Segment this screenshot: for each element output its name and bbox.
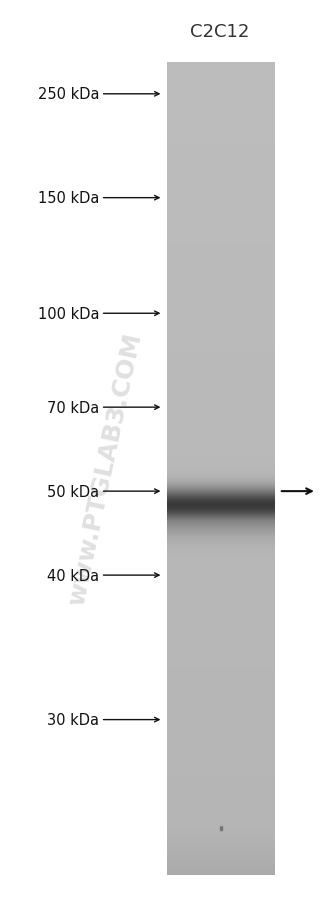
Text: 150 kDa: 150 kDa [38,191,99,206]
Text: www.PTGLAB3.COM: www.PTGLAB3.COM [65,330,146,608]
Text: 100 kDa: 100 kDa [38,307,99,321]
Text: 30 kDa: 30 kDa [47,713,99,727]
Text: 250 kDa: 250 kDa [38,87,99,102]
Text: 50 kDa: 50 kDa [47,484,99,499]
Text: 40 kDa: 40 kDa [47,568,99,583]
Text: C2C12: C2C12 [190,23,249,41]
Text: 70 kDa: 70 kDa [47,400,99,415]
